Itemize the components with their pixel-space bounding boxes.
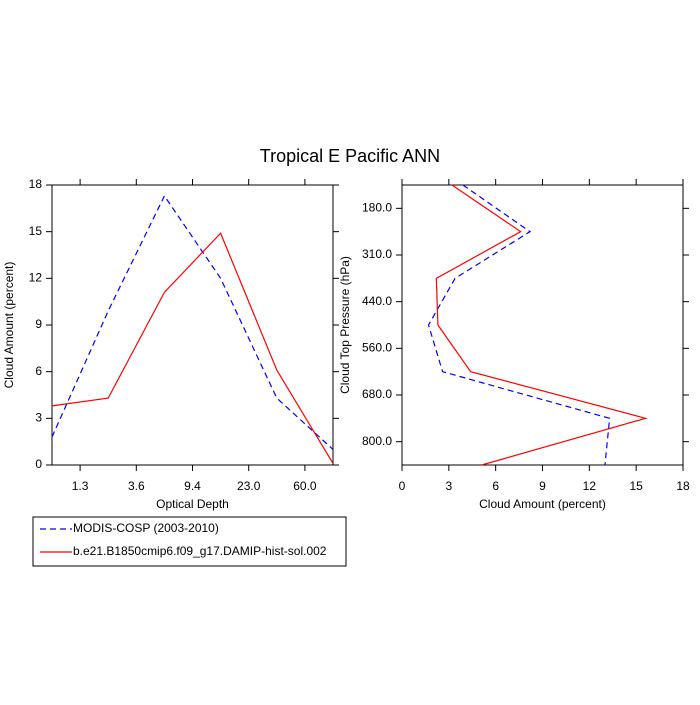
x-tick-label: 9.4 [184,479,201,493]
y-tick-label: 6 [35,364,42,378]
y-tick-label: 0 [35,457,42,471]
x-tick-label: 23.0 [237,479,261,493]
plot-frame [401,184,684,466]
legend-label: MODIS-COSP (2003-2010) [73,521,219,535]
y-axis-label: Cloud Amount (percent) [2,262,16,389]
x-tick-label: 1.3 [72,479,89,493]
y-tick-label: 800.0 [362,434,392,448]
y-tick-label: 12 [29,271,43,285]
y-axis-label: Cloud Top Pressure (hPa) [338,256,352,394]
x-tick-label: 15 [629,479,643,493]
y-tick-label: 3 [35,411,42,425]
y-tick-label: 180.0 [362,201,392,215]
y-tick-label: 9 [35,317,42,331]
x-tick-label: 6 [492,479,499,493]
legend-box [32,516,347,567]
x-tick-label: 3.6 [128,479,145,493]
x-tick-label: 9 [539,479,546,493]
x-tick-label: 60.0 [293,479,317,493]
y-tick-label: 18 [29,177,43,191]
y-tick-label: 310.0 [362,247,392,261]
y-tick-label: 15 [29,224,43,238]
legend-label: b.e21.B1850cmip6.f09_g17.DAMIP-hist-sol.… [73,544,327,558]
x-tick-label: 12 [583,479,597,493]
x-axis-label: Cloud Amount (percent) [479,497,606,511]
chart-title: Tropical E Pacific ANN [260,146,440,166]
series-line [435,184,648,466]
y-tick-label: 680.0 [362,387,392,401]
plot-frame [51,184,334,466]
y-tick-label: 560.0 [362,341,392,355]
series-line [51,232,334,464]
x-tick-label: 3 [445,479,452,493]
series-line [427,184,611,466]
x-tick-label: 0 [399,479,406,493]
series-line [51,194,334,450]
x-axis-label: Optical Depth [156,497,229,511]
y-tick-label: 440.0 [362,294,392,308]
x-tick-label: 18 [676,479,690,493]
